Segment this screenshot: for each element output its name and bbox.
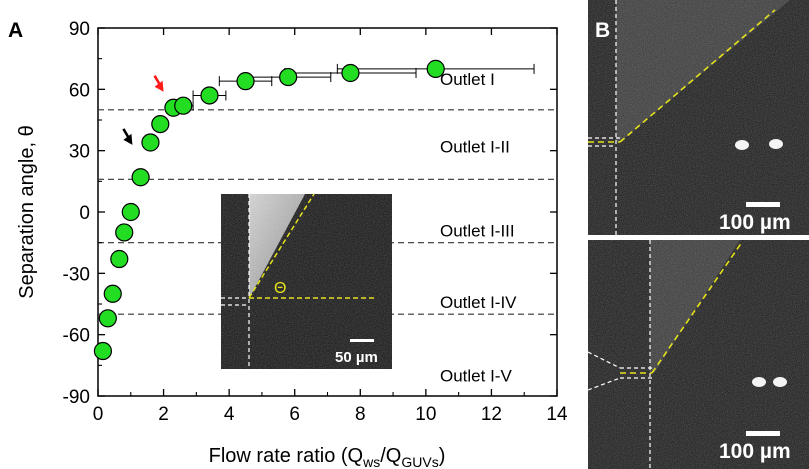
scalebar-top-label: 100 µm xyxy=(719,211,791,234)
y-tick-label: 90 xyxy=(69,19,90,40)
outlet-label: Outlet I-V xyxy=(440,367,512,386)
panel-a-letter: A xyxy=(8,19,23,42)
angle-symbol: Θ xyxy=(274,280,286,297)
guv-vesicle xyxy=(769,139,783,149)
inset-scalebar xyxy=(350,339,374,342)
x-tick-label: 0 xyxy=(93,404,104,425)
micrograph-bottom: 100 µm xyxy=(587,240,809,469)
scalebar-top xyxy=(746,202,780,207)
annotation-arrows xyxy=(122,75,164,145)
outlet-region-labels: Outlet I Outlet I-II Outlet I-III Outlet I-… xyxy=(440,70,517,385)
data-point xyxy=(103,284,122,303)
data-point xyxy=(279,67,298,87)
panel-b-letter: B xyxy=(595,19,610,42)
panel-b: 100 µm 100 µm B xyxy=(587,0,809,469)
x-tick-label: 12 xyxy=(481,404,502,425)
y-tick-label: 0 xyxy=(79,203,90,224)
data-point xyxy=(121,202,140,222)
data-point xyxy=(236,72,255,91)
y-tick-label: -90 xyxy=(63,387,90,408)
outlet-label: Outlet I-IV xyxy=(440,293,517,312)
x-tick-label: 8 xyxy=(355,404,366,425)
guv-vesicle xyxy=(752,377,766,387)
data-point xyxy=(131,168,150,187)
data-point xyxy=(141,133,160,152)
outlet-label: Outlet I-II xyxy=(440,138,510,157)
y-tick-label: 60 xyxy=(69,80,90,101)
scalebar-bottom-label: 100 µm xyxy=(719,440,791,463)
y-axis-title: Separation angle, θ xyxy=(16,125,38,298)
x-tick-label: 6 xyxy=(289,404,300,425)
annotation-arrow-head xyxy=(123,133,133,145)
data-point xyxy=(115,223,134,242)
data-point xyxy=(426,59,445,78)
y-tick-label: -60 xyxy=(63,326,90,347)
guv-vesicle xyxy=(735,140,749,150)
data-point xyxy=(174,96,193,115)
panel-divider xyxy=(588,235,809,240)
x-tick-label: 14 xyxy=(546,404,568,425)
outlet-label: Outlet I xyxy=(440,70,495,89)
data-point xyxy=(151,114,170,134)
inset-scalebar-label: 50 µm xyxy=(335,349,378,366)
data-point xyxy=(98,309,117,328)
y-tick-label: 30 xyxy=(69,142,90,163)
guv-vesicle xyxy=(773,377,787,387)
data-point xyxy=(110,249,129,269)
reference-lines xyxy=(98,109,557,315)
x-tick-label: 4 xyxy=(224,404,235,425)
x-tick-label: 2 xyxy=(158,404,169,425)
scalebar-bottom xyxy=(746,431,780,436)
micrograph-top: 100 µm xyxy=(588,0,809,235)
data-point xyxy=(341,63,360,83)
inset-micrograph: Θ 50 µm xyxy=(221,193,392,369)
x-axis-title: Flow rate ratio (Qws/QGUVs) xyxy=(209,445,446,469)
data-point xyxy=(93,341,113,361)
y-axis-ticks: -90 -60 -30 0 30 60 90 xyxy=(63,19,557,408)
x-axis-ticks: 0 2 4 6 8 10 12 14 xyxy=(93,28,568,425)
x-tick-label: 10 xyxy=(415,404,436,425)
annotation-arrow-head xyxy=(154,80,164,92)
data-point xyxy=(200,86,219,105)
y-tick-label: -30 xyxy=(63,264,90,285)
outlet-label: Outlet I-III xyxy=(440,221,515,240)
data-points xyxy=(93,59,445,361)
